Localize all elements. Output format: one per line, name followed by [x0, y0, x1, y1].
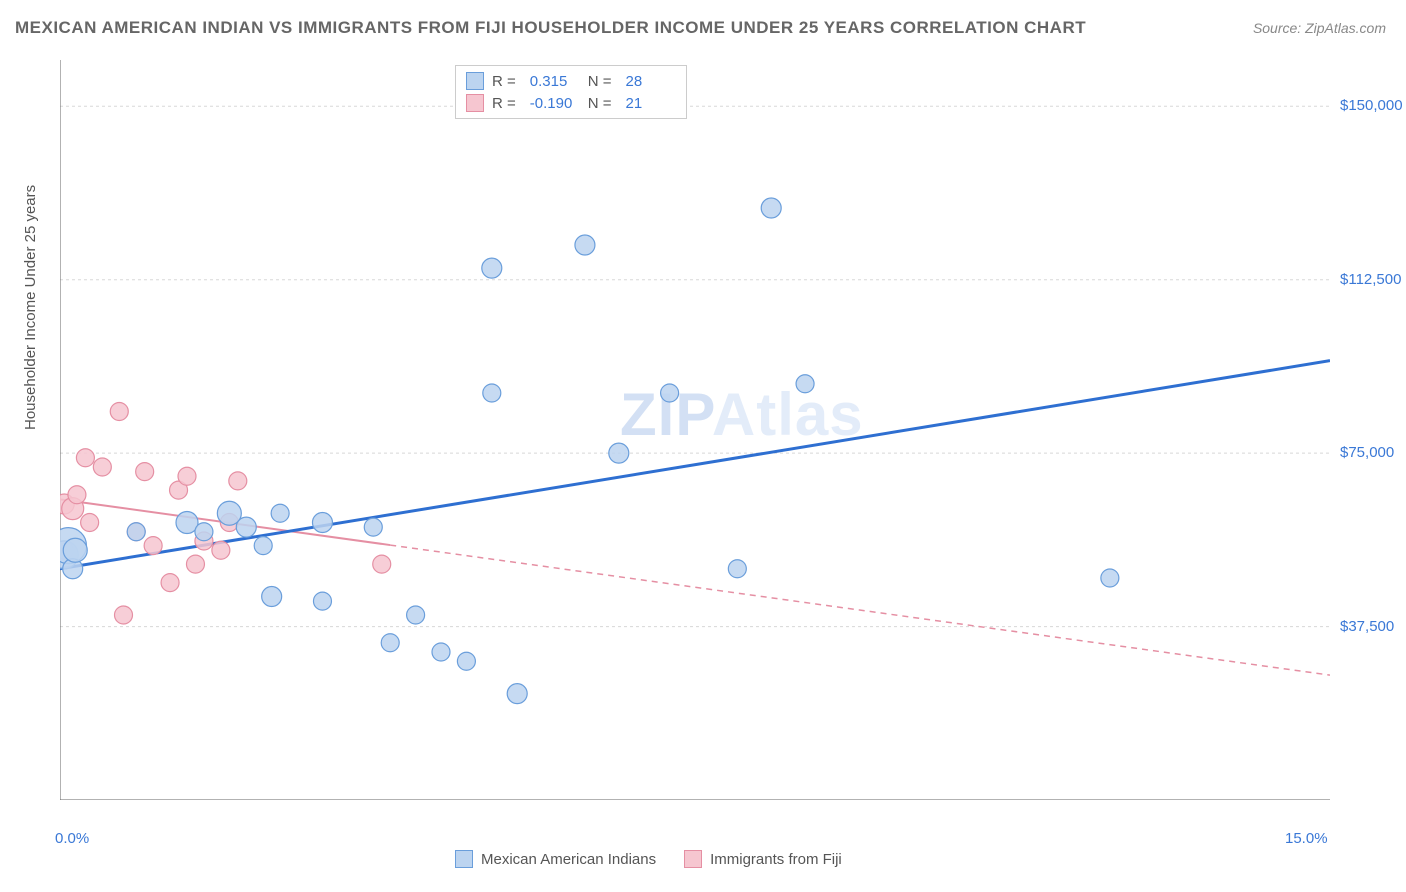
swatch-series-b-icon: [684, 850, 702, 868]
chart-plot-area: [60, 60, 1330, 800]
y-tick-label: $37,500: [1340, 618, 1394, 635]
y-tick-label: $150,000: [1340, 97, 1403, 114]
x-tick-label: 15.0%: [1285, 830, 1328, 847]
swatch-series-b: [466, 94, 484, 112]
legend-item-b: Immigrants from Fiji: [684, 850, 842, 868]
legend-label-a: Mexican American Indians: [481, 851, 656, 868]
chart-title: MEXICAN AMERICAN INDIAN VS IMMIGRANTS FR…: [15, 18, 1086, 38]
source-label: Source: ZipAtlas.com: [1253, 20, 1386, 36]
r-value-a: 0.315: [530, 73, 580, 90]
legend-row-a: R = 0.315 N = 28: [466, 70, 676, 92]
r-label-b: R =: [492, 95, 516, 112]
legend-item-a: Mexican American Indians: [455, 850, 656, 868]
n-label-b: N =: [588, 95, 612, 112]
n-value-b: 21: [626, 95, 676, 112]
legend-label-b: Immigrants from Fiji: [710, 851, 842, 868]
legend-row-b: R = -0.190 N = 21: [466, 92, 676, 114]
y-tick-label: $112,500: [1340, 271, 1401, 288]
scatter-chart: [60, 60, 1330, 800]
r-value-b: -0.190: [530, 95, 580, 112]
x-tick-label: 0.0%: [55, 830, 89, 847]
y-tick-label: $75,000: [1340, 444, 1394, 461]
n-label-a: N =: [588, 73, 612, 90]
y-axis-label: Householder Income Under 25 years: [22, 185, 39, 430]
swatch-series-a: [466, 72, 484, 90]
correlation-legend: R = 0.315 N = 28 R = -0.190 N = 21: [455, 65, 687, 119]
swatch-series-a-icon: [455, 850, 473, 868]
r-label-a: R =: [492, 73, 516, 90]
series-legend: Mexican American Indians Immigrants from…: [455, 850, 842, 868]
n-value-a: 28: [626, 73, 676, 90]
